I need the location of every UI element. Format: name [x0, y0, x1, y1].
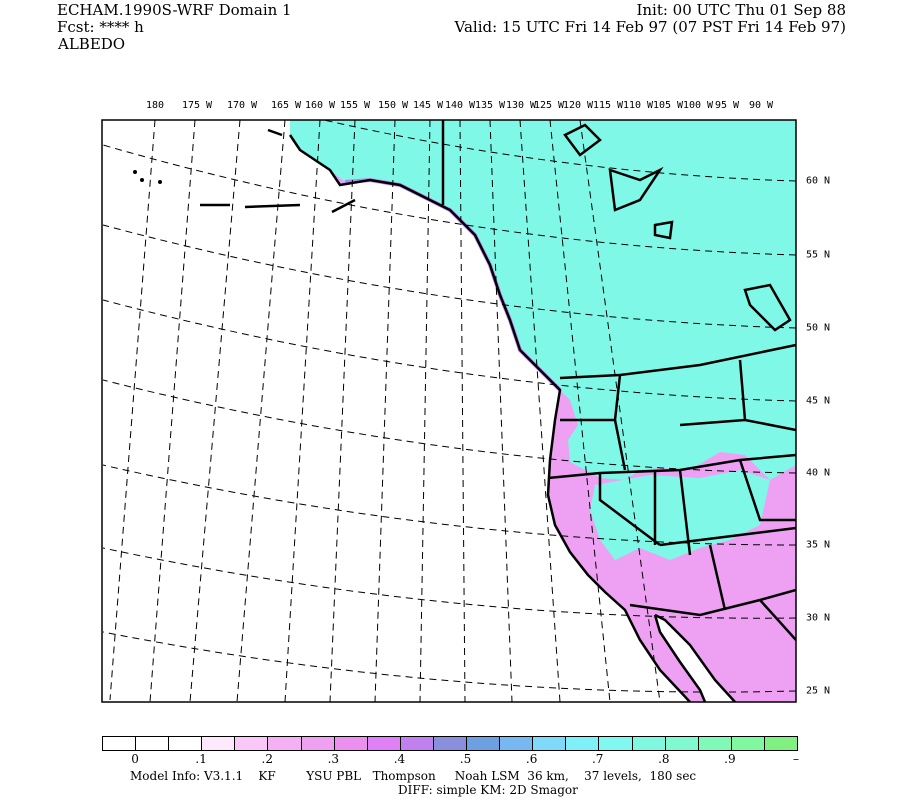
colorbar-swatch — [433, 737, 468, 750]
longitude-label: 160 W — [304, 100, 336, 111]
colorbar-label: .9 — [724, 752, 736, 766]
diffusion-info: DIFF: simple KM: 2D Smagor — [398, 783, 578, 797]
longitude-label: 165 W — [270, 100, 302, 111]
latitude-label: 45 N — [806, 395, 831, 407]
colorbar-label: .6 — [525, 752, 538, 766]
colorbar-swatch — [467, 737, 501, 750]
colorbar-swatch — [103, 737, 137, 750]
colorbar-swatch — [400, 737, 434, 750]
longitude-label: 100 W — [682, 100, 714, 111]
colorbar-swatch — [301, 737, 335, 750]
longitude-label: 95 W — [714, 100, 740, 111]
colorbar-swatch — [136, 737, 170, 750]
colorbar-swatch — [334, 737, 368, 750]
colorbar-swatch — [731, 737, 765, 750]
field-name: ALBEDO — [58, 35, 126, 53]
latitude-label: 25 N — [806, 685, 831, 697]
colorbar-swatch — [169, 737, 203, 750]
land-high-albedo — [290, 120, 796, 480]
longitude-label: 140 W — [444, 100, 476, 111]
colorbar-swatch — [599, 737, 633, 750]
longitude-label: 105 W — [652, 100, 684, 111]
colorbar-swatch — [202, 737, 236, 750]
model-title: ECHAM.1990S-WRF Domain 1 — [57, 1, 292, 19]
longitude-label: 180 — [145, 100, 165, 111]
colorbar-label: .8 — [658, 752, 670, 766]
colorbar-label: – — [793, 752, 799, 766]
longitude-label: 130 W — [505, 100, 537, 111]
longitude-label: 125 W — [533, 100, 565, 111]
colorbar-swatch — [500, 737, 534, 750]
colorbar-label: .7 — [591, 752, 604, 766]
model-info: Model Info: V3.1.1 KF YSU PBL Thompson N… — [130, 769, 697, 783]
colorbar-label: .1 — [195, 752, 207, 766]
longitude-label: 120 W — [562, 100, 594, 111]
colorbar-swatch — [698, 737, 732, 750]
colorbar-label: .3 — [327, 752, 340, 766]
graticule — [102, 120, 796, 702]
latitude-label: 40 N — [806, 467, 831, 479]
colorbar — [102, 736, 798, 751]
latitude-label: 60 N — [806, 175, 831, 187]
valid-time: Valid: 15 UTC Fri 14 Feb 97 (07 PST Fri … — [454, 18, 846, 36]
longitude-label: 170 W — [226, 100, 258, 111]
coastlines-and-borders — [200, 120, 796, 702]
longitude-label: 135 W — [474, 100, 506, 111]
latitude-label: 50 N — [806, 322, 831, 334]
forecast-hour: Fcst: **** h — [57, 18, 144, 36]
longitude-label: 155 W — [339, 100, 371, 111]
colorbar-label: 0 — [131, 752, 139, 766]
colorbar-label: .5 — [459, 752, 472, 766]
latitude-label: 35 N — [806, 539, 831, 551]
colorbar-swatch — [268, 737, 302, 750]
colorbar-label: .4 — [393, 752, 406, 766]
longitude-label: 175 W — [181, 100, 213, 111]
colorbar-swatch — [665, 737, 699, 750]
colorbar-label: .2 — [261, 752, 273, 766]
longitude-label: 145 W — [412, 100, 444, 111]
colorbar-swatch — [533, 737, 567, 750]
colorbar-swatch — [632, 737, 666, 750]
latitude-label: 30 N — [806, 612, 831, 624]
longitude-label: 90 W — [748, 100, 774, 111]
plot-frame — [101, 119, 797, 703]
init-time: Init: 00 UTC Thu 01 Sep 88 — [636, 1, 846, 19]
colorbar-swatch — [235, 737, 269, 750]
colorbar-swatch — [764, 737, 797, 750]
longitude-label: 115 W — [592, 100, 624, 111]
longitude-label: 110 W — [622, 100, 654, 111]
longitude-label: 150 W — [377, 100, 409, 111]
latitude-label: 55 N — [806, 249, 831, 261]
colorbar-swatch — [367, 737, 401, 750]
colorbar-swatch — [566, 737, 600, 750]
